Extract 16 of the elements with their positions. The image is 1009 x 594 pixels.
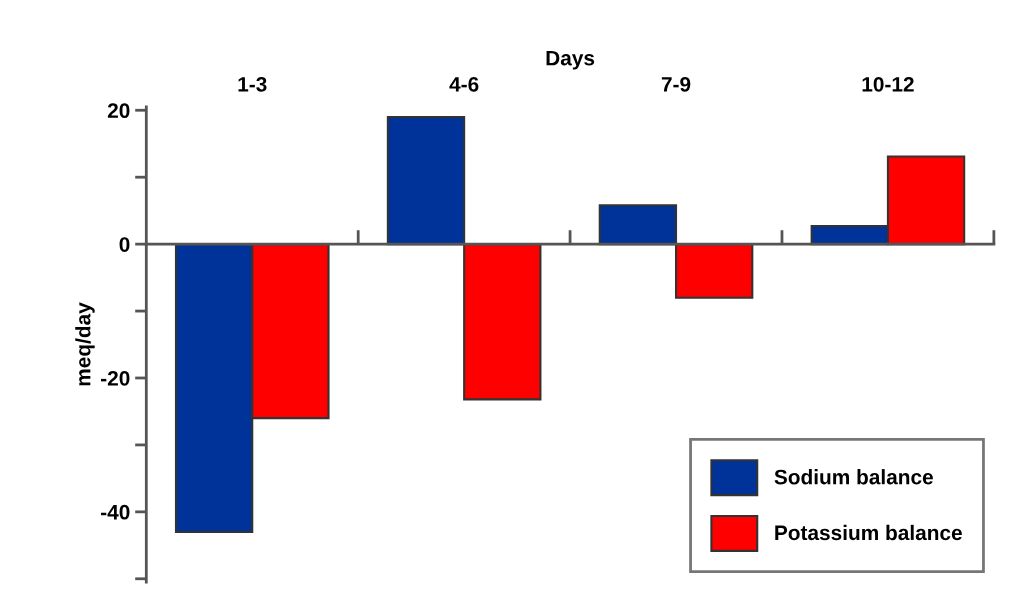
bar (463, 243, 542, 401)
bar (674, 243, 754, 299)
bar (386, 115, 466, 246)
bar (598, 204, 678, 246)
x-axis-title: Days (546, 50, 595, 70)
legend-label: Sodium balance (774, 469, 933, 485)
y-tick-label: -20 (101, 370, 130, 386)
y-tick-label: -40 (101, 504, 130, 520)
y-tick-label: 20 (107, 103, 130, 119)
x-tick-label: 1-3 (238, 76, 267, 92)
x-tick-label: 7-9 (661, 76, 691, 92)
y-tick-label: 0 (119, 237, 130, 252)
y-axis-title: meq/day (75, 302, 95, 386)
x-tick-label: 4-6 (449, 76, 479, 92)
legend-label: Potassium balance (775, 524, 962, 541)
x-tick-label: 10-12 (862, 76, 914, 92)
